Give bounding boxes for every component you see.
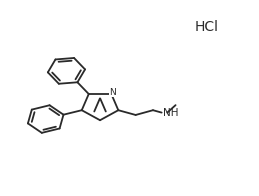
- Text: NH: NH: [163, 108, 178, 118]
- Text: HCl: HCl: [194, 20, 218, 34]
- Text: N: N: [109, 88, 116, 97]
